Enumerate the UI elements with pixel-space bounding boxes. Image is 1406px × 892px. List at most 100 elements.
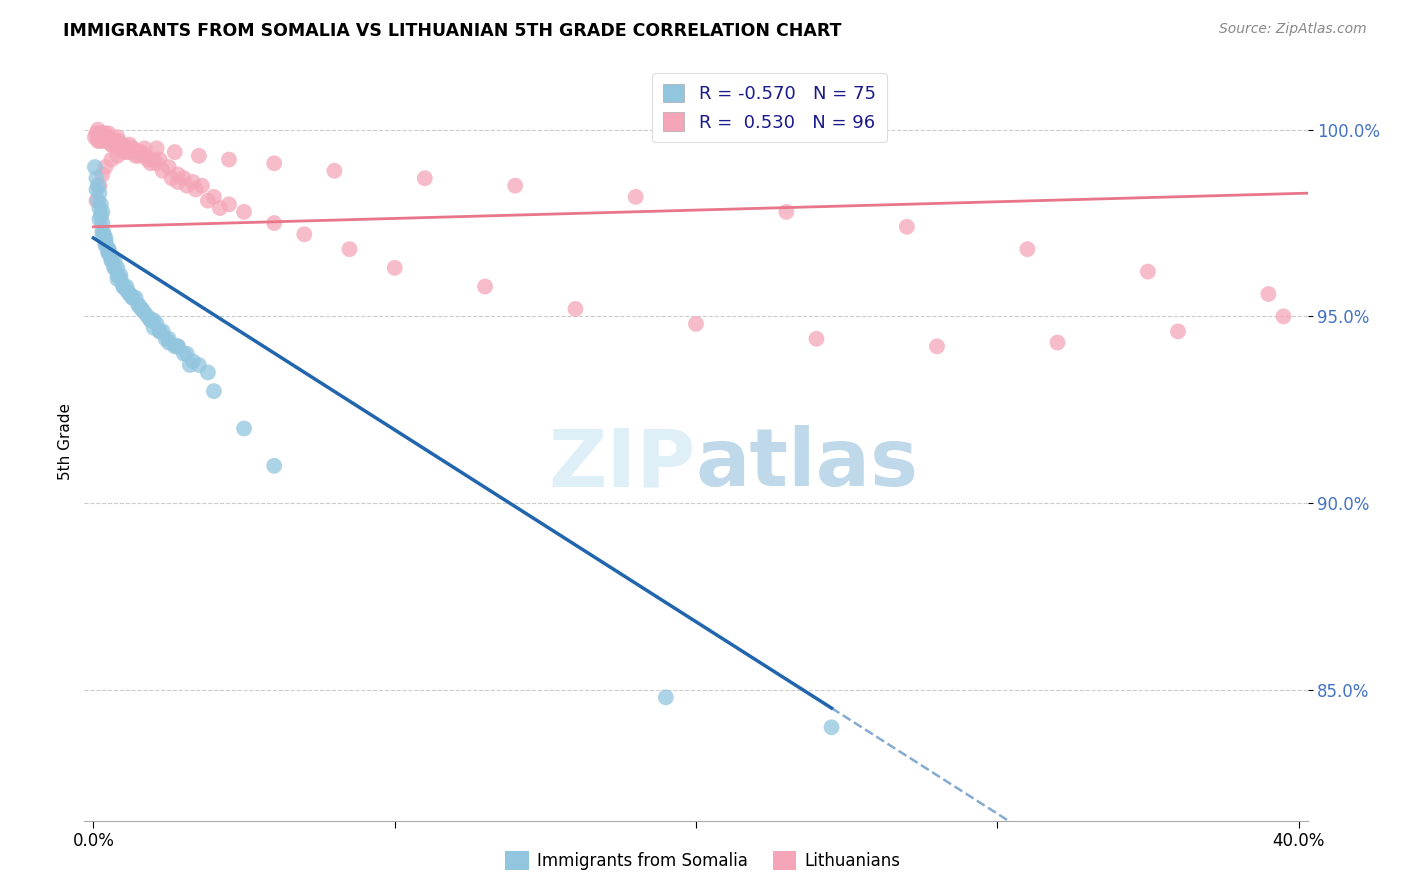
Point [128,145,150,159]
Point [292,227,315,242]
Point [202,384,225,398]
Point [163,339,186,353]
Point [112,279,135,293]
Point [166,175,188,189]
Point [118,287,141,301]
Point [107,134,129,148]
Point [197,366,219,380]
Point [103,137,125,152]
Point [145,156,167,170]
Point [149,153,172,167]
Point [93,227,115,242]
Text: ZIP: ZIP [548,425,696,503]
Point [115,279,138,293]
Point [128,298,150,312]
Point [100,253,122,268]
Point [110,137,132,152]
Point [187,358,209,372]
Point [163,145,186,159]
Point [90,127,112,141]
Point [191,178,214,193]
Point [89,212,111,227]
Point [91,216,114,230]
Point [115,283,138,297]
Point [474,279,496,293]
Point [94,134,117,148]
Point [136,310,159,324]
Point [624,190,647,204]
Point [94,160,117,174]
Point [112,279,135,293]
Point [89,186,111,201]
Point [166,168,188,182]
Point [1136,264,1159,278]
Point [131,301,153,316]
Point [103,134,125,148]
Point [1167,324,1189,338]
Point [118,287,141,301]
Point [121,291,143,305]
Point [323,163,346,178]
Point [263,216,285,230]
Point [121,291,143,305]
Point [896,219,918,234]
Point [142,153,165,167]
Point [112,145,135,159]
Point [155,332,177,346]
Point [149,324,172,338]
Point [925,339,948,353]
Point [91,134,114,148]
Point [124,149,146,163]
Point [233,421,256,435]
Point [107,149,129,163]
Point [97,127,120,141]
Point [89,201,111,215]
Point [87,194,110,208]
Point [149,324,172,338]
Point [94,127,117,141]
Point [107,130,129,145]
Point [384,260,406,275]
Point [84,130,107,145]
Point [131,145,153,159]
Point [86,194,108,208]
Point [181,175,204,189]
Point [89,130,111,145]
Point [134,141,156,155]
Point [91,204,114,219]
Point [91,223,114,237]
Y-axis label: 5th Grade: 5th Grade [58,403,73,480]
Point [142,313,165,327]
Point [91,127,114,141]
Point [97,130,120,145]
Point [103,260,125,275]
Point [110,141,132,155]
Point [152,324,174,338]
Point [134,149,156,163]
Point [107,268,129,283]
Point [91,130,114,145]
Point [202,190,225,204]
Point [1272,310,1295,324]
Point [89,178,111,193]
Point [179,358,201,372]
Point [263,156,285,170]
Point [107,272,129,286]
Point [218,197,240,211]
Point [218,153,240,167]
Point [118,137,141,152]
Point [187,149,209,163]
Point [136,153,159,167]
Point [91,227,114,242]
Point [197,194,219,208]
Point [90,197,112,211]
Point [94,238,117,252]
Point [100,253,122,268]
Point [100,137,122,152]
Point [112,137,135,152]
Point [806,332,828,346]
Point [413,171,436,186]
Point [89,127,111,141]
Point [110,137,132,152]
Text: Source: ZipAtlas.com: Source: ZipAtlas.com [1219,22,1367,37]
